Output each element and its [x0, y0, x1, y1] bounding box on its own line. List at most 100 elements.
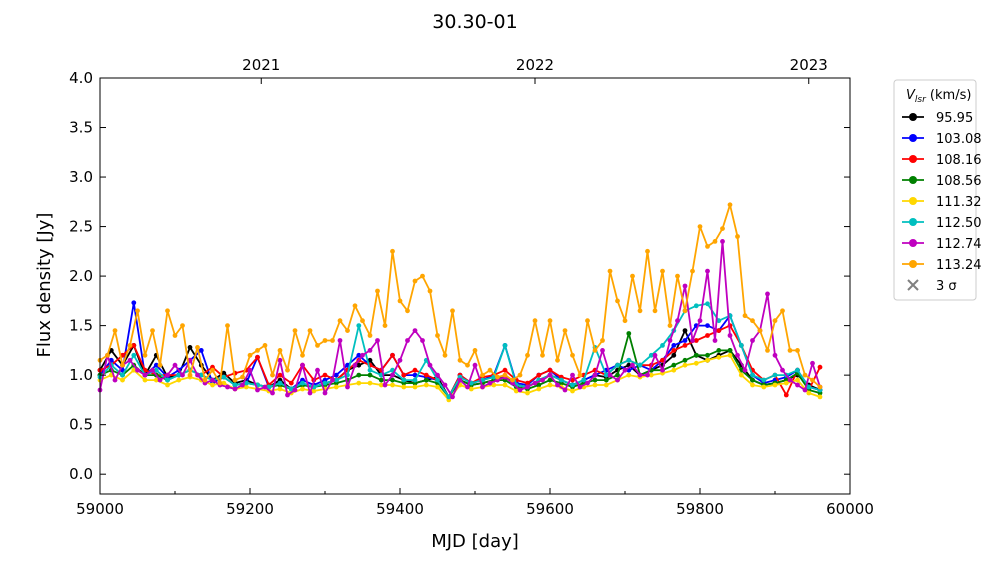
data-point [157, 362, 163, 368]
data-point [517, 387, 523, 393]
data-point [412, 328, 418, 333]
legend-marker [909, 239, 917, 247]
data-point [262, 343, 268, 348]
data-point [555, 357, 560, 363]
data-point [255, 354, 260, 360]
data-point [592, 377, 598, 383]
legend-label: 103.08 [936, 132, 982, 147]
data-point [555, 382, 560, 388]
data-point [720, 239, 725, 244]
data-point [300, 352, 305, 358]
data-point [615, 362, 620, 368]
data-point [465, 384, 470, 390]
data-point [705, 357, 710, 363]
data-point [675, 318, 680, 324]
data-point [600, 348, 605, 353]
data-point [817, 394, 823, 400]
data-point [367, 372, 373, 378]
data-point [600, 338, 605, 343]
y-tick-label: 4.0 [69, 69, 93, 87]
data-point [750, 318, 755, 324]
legend-label: 108.16 [936, 153, 982, 168]
data-point [277, 386, 283, 392]
legend-entry-111.32: 111.32 [902, 195, 982, 210]
data-point [806, 384, 812, 390]
data-point [795, 367, 800, 373]
legend-label: 112.50 [936, 216, 982, 231]
data-point [727, 333, 733, 338]
data-point [652, 352, 658, 358]
data-point [442, 352, 448, 358]
data-point [457, 377, 463, 383]
x-axis-label: MJD [day] [431, 531, 519, 552]
data-point [423, 372, 429, 378]
legend-label: 111.32 [936, 195, 982, 210]
data-point [288, 380, 294, 386]
legend-label: 108.56 [936, 174, 982, 189]
top-axis-tick-label: 2021 [242, 56, 280, 74]
data-point [532, 318, 538, 324]
data-point [570, 352, 575, 358]
data-point [337, 318, 343, 324]
data-point [795, 382, 800, 388]
data-point [435, 384, 440, 390]
legend-title-main: V [906, 88, 916, 103]
data-point [570, 372, 575, 378]
data-point [352, 303, 358, 309]
data-point [472, 348, 478, 353]
data-point [401, 377, 407, 383]
data-point [446, 394, 452, 400]
data-point [682, 283, 688, 289]
data-point [607, 268, 613, 274]
data-point [660, 268, 665, 274]
data-point [558, 377, 564, 383]
data-point [367, 380, 373, 386]
data-point [465, 362, 470, 368]
data-point [693, 352, 699, 358]
data-point [333, 384, 339, 390]
data-point [367, 367, 373, 373]
legend-entry-112.74: 112.74 [902, 237, 982, 252]
data-point [356, 372, 362, 378]
data-point [390, 377, 395, 383]
data-point [210, 367, 215, 373]
data-point [615, 298, 620, 304]
data-point [397, 357, 403, 363]
data-point [765, 291, 770, 297]
data-point [311, 388, 317, 394]
data-point [157, 377, 163, 383]
legend-marker [909, 176, 917, 184]
data-point [795, 348, 800, 353]
data-point [787, 348, 793, 353]
data-point [127, 343, 133, 348]
data-point [491, 382, 497, 388]
data-point [645, 248, 650, 254]
data-point [693, 360, 699, 366]
data-point [787, 377, 793, 383]
data-point [412, 377, 418, 383]
data-point [671, 367, 677, 373]
data-point [806, 390, 812, 396]
data-point [427, 288, 433, 294]
data-point [603, 382, 609, 388]
data-point [382, 382, 388, 388]
data-point [240, 374, 245, 380]
data-point [502, 367, 508, 373]
data-point [217, 380, 223, 386]
data-point [112, 328, 118, 333]
legend-title-sub: lsr [915, 95, 927, 105]
data-point [232, 377, 238, 383]
y-axis-label: Flux density [Jy] [34, 213, 55, 358]
series-113.24 [97, 202, 823, 390]
legend-label: 113.24 [936, 258, 982, 273]
data-point [720, 226, 725, 232]
data-point [435, 333, 440, 338]
data-point [232, 382, 238, 388]
data-point [450, 308, 455, 314]
data-point [513, 388, 519, 394]
data-point [615, 372, 620, 378]
data-point [165, 308, 170, 314]
legend-marker [909, 197, 917, 205]
data-point [603, 377, 609, 383]
data-point [442, 382, 448, 388]
